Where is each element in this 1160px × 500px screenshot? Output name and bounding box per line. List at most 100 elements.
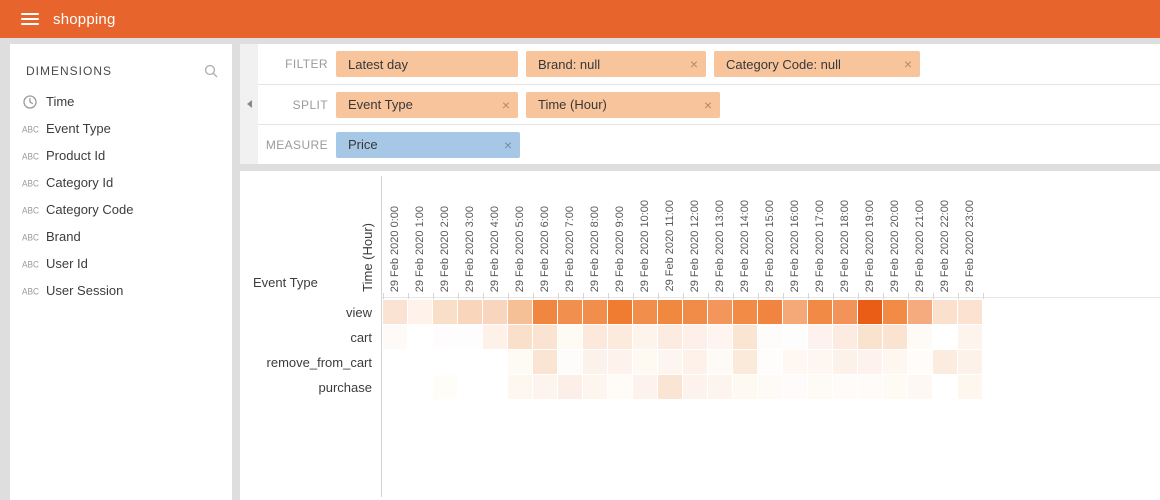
heatmap-cell-remove_from_cart-2[interactable] xyxy=(433,350,458,375)
heatmap-cell-remove_from_cart-19[interactable] xyxy=(858,350,883,375)
heatmap-cell-cart-21[interactable] xyxy=(908,325,933,350)
sidebar-item-user-session[interactable]: ABC User Session xyxy=(10,277,232,304)
heatmap-cell-remove_from_cart-23[interactable] xyxy=(958,350,983,375)
heatmap-cell-purchase-0[interactable] xyxy=(383,375,408,400)
sidebar-item-event-type[interactable]: ABC Event Type xyxy=(10,115,232,142)
heatmap-cell-cart-14[interactable] xyxy=(733,325,758,350)
heatmap-cell-cart-12[interactable] xyxy=(683,325,708,350)
heatmap-cell-purchase-23[interactable] xyxy=(958,375,983,400)
heatmap-cell-remove_from_cart-0[interactable] xyxy=(383,350,408,375)
remove-tile-icon[interactable]: × xyxy=(903,56,912,72)
heatmap-cell-purchase-8[interactable] xyxy=(583,375,608,400)
measure-tile[interactable]: Price × xyxy=(336,131,520,158)
heatmap-cell-purchase-5[interactable] xyxy=(508,375,533,400)
heatmap-cell-purchase-9[interactable] xyxy=(608,375,633,400)
heatmap-cell-purchase-20[interactable] xyxy=(883,375,908,400)
heatmap-cell-purchase-12[interactable] xyxy=(683,375,708,400)
heatmap-cell-remove_from_cart-12[interactable] xyxy=(683,350,708,375)
heatmap-cell-remove_from_cart-17[interactable] xyxy=(808,350,833,375)
heatmap-cell-view-5[interactable] xyxy=(508,300,533,325)
heatmap-cell-view-10[interactable] xyxy=(633,300,658,325)
heatmap-cell-purchase-1[interactable] xyxy=(408,375,433,400)
heatmap-cell-purchase-14[interactable] xyxy=(733,375,758,400)
heatmap-cell-remove_from_cart-4[interactable] xyxy=(483,350,508,375)
heatmap-cell-purchase-19[interactable] xyxy=(858,375,883,400)
search-icon[interactable] xyxy=(204,64,218,78)
split-tile[interactable]: Time (Hour) × xyxy=(526,91,720,118)
heatmap-cell-purchase-7[interactable] xyxy=(558,375,583,400)
heatmap-cell-remove_from_cart-9[interactable] xyxy=(608,350,633,375)
heatmap-cell-remove_from_cart-20[interactable] xyxy=(883,350,908,375)
collapse-panel-button[interactable] xyxy=(240,44,258,164)
heatmap-cell-cart-19[interactable] xyxy=(858,325,883,350)
heatmap-cell-cart-0[interactable] xyxy=(383,325,408,350)
filter-tile[interactable]: Category Code: null × xyxy=(714,51,920,77)
heatmap-cell-view-23[interactable] xyxy=(958,300,983,325)
heatmap-cell-remove_from_cart-1[interactable] xyxy=(408,350,433,375)
heatmap-cell-cart-13[interactable] xyxy=(708,325,733,350)
heatmap-cell-view-3[interactable] xyxy=(458,300,483,325)
heatmap-cell-cart-16[interactable] xyxy=(783,325,808,350)
heatmap-cell-purchase-2[interactable] xyxy=(433,375,458,400)
heatmap-cell-remove_from_cart-8[interactable] xyxy=(583,350,608,375)
sidebar-item-brand[interactable]: ABC Brand xyxy=(10,223,232,250)
heatmap-cell-view-1[interactable] xyxy=(408,300,433,325)
heatmap-cell-purchase-21[interactable] xyxy=(908,375,933,400)
heatmap-cell-view-20[interactable] xyxy=(883,300,908,325)
heatmap-cell-remove_from_cart-3[interactable] xyxy=(458,350,483,375)
sidebar-item-category-id[interactable]: ABC Category Id xyxy=(10,169,232,196)
sidebar-item-time[interactable]: Time xyxy=(10,88,232,115)
heatmap-cell-cart-18[interactable] xyxy=(833,325,858,350)
heatmap-cell-view-0[interactable] xyxy=(383,300,408,325)
heatmap-cell-cart-20[interactable] xyxy=(883,325,908,350)
heatmap-cell-view-9[interactable] xyxy=(608,300,633,325)
heatmap-cell-cart-15[interactable] xyxy=(758,325,783,350)
sidebar-item-user-id[interactable]: ABC User Id xyxy=(10,250,232,277)
heatmap-cell-cart-2[interactable] xyxy=(433,325,458,350)
heatmap-cell-purchase-3[interactable] xyxy=(458,375,483,400)
remove-tile-icon[interactable]: × xyxy=(689,56,698,72)
heatmap-cell-view-12[interactable] xyxy=(683,300,708,325)
remove-tile-icon[interactable]: × xyxy=(703,96,712,113)
heatmap-cell-view-13[interactable] xyxy=(708,300,733,325)
heatmap-cell-cart-17[interactable] xyxy=(808,325,833,350)
sidebar-item-category-code[interactable]: ABC Category Code xyxy=(10,196,232,223)
heatmap-cell-view-6[interactable] xyxy=(533,300,558,325)
heatmap-cell-cart-4[interactable] xyxy=(483,325,508,350)
remove-tile-icon[interactable]: × xyxy=(501,96,510,113)
heatmap-cell-purchase-10[interactable] xyxy=(633,375,658,400)
heatmap-cell-purchase-17[interactable] xyxy=(808,375,833,400)
heatmap-cell-cart-10[interactable] xyxy=(633,325,658,350)
heatmap-cell-view-18[interactable] xyxy=(833,300,858,325)
split-tile[interactable]: Event Type × xyxy=(336,91,518,118)
heatmap-cell-remove_from_cart-22[interactable] xyxy=(933,350,958,375)
heatmap-cell-purchase-11[interactable] xyxy=(658,375,683,400)
heatmap-cell-view-16[interactable] xyxy=(783,300,808,325)
heatmap-cell-cart-8[interactable] xyxy=(583,325,608,350)
heatmap-cell-cart-9[interactable] xyxy=(608,325,633,350)
heatmap-cell-purchase-22[interactable] xyxy=(933,375,958,400)
app-title[interactable]: shopping xyxy=(53,10,116,28)
heatmap-cell-view-14[interactable] xyxy=(733,300,758,325)
heatmap-cell-remove_from_cart-7[interactable] xyxy=(558,350,583,375)
heatmap-cell-view-7[interactable] xyxy=(558,300,583,325)
heatmap-cell-view-4[interactable] xyxy=(483,300,508,325)
heatmap-cell-view-17[interactable] xyxy=(808,300,833,325)
heatmap-cell-view-2[interactable] xyxy=(433,300,458,325)
heatmap-cell-cart-23[interactable] xyxy=(958,325,983,350)
heatmap-cell-view-21[interactable] xyxy=(908,300,933,325)
filter-tile[interactable]: Latest day xyxy=(336,51,518,77)
heatmap-cell-purchase-18[interactable] xyxy=(833,375,858,400)
heatmap-cell-purchase-15[interactable] xyxy=(758,375,783,400)
heatmap-cell-cart-7[interactable] xyxy=(558,325,583,350)
heatmap-cell-purchase-13[interactable] xyxy=(708,375,733,400)
sidebar-item-product-id[interactable]: ABC Product Id xyxy=(10,142,232,169)
heatmap-cell-cart-1[interactable] xyxy=(408,325,433,350)
hamburger-menu-icon[interactable] xyxy=(21,13,39,25)
filter-tile[interactable]: Brand: null × xyxy=(526,51,706,77)
heatmap-cell-purchase-4[interactable] xyxy=(483,375,508,400)
heatmap-cell-remove_from_cart-18[interactable] xyxy=(833,350,858,375)
heatmap-cell-remove_from_cart-6[interactable] xyxy=(533,350,558,375)
heatmap-cell-view-8[interactable] xyxy=(583,300,608,325)
heatmap-cell-remove_from_cart-10[interactable] xyxy=(633,350,658,375)
